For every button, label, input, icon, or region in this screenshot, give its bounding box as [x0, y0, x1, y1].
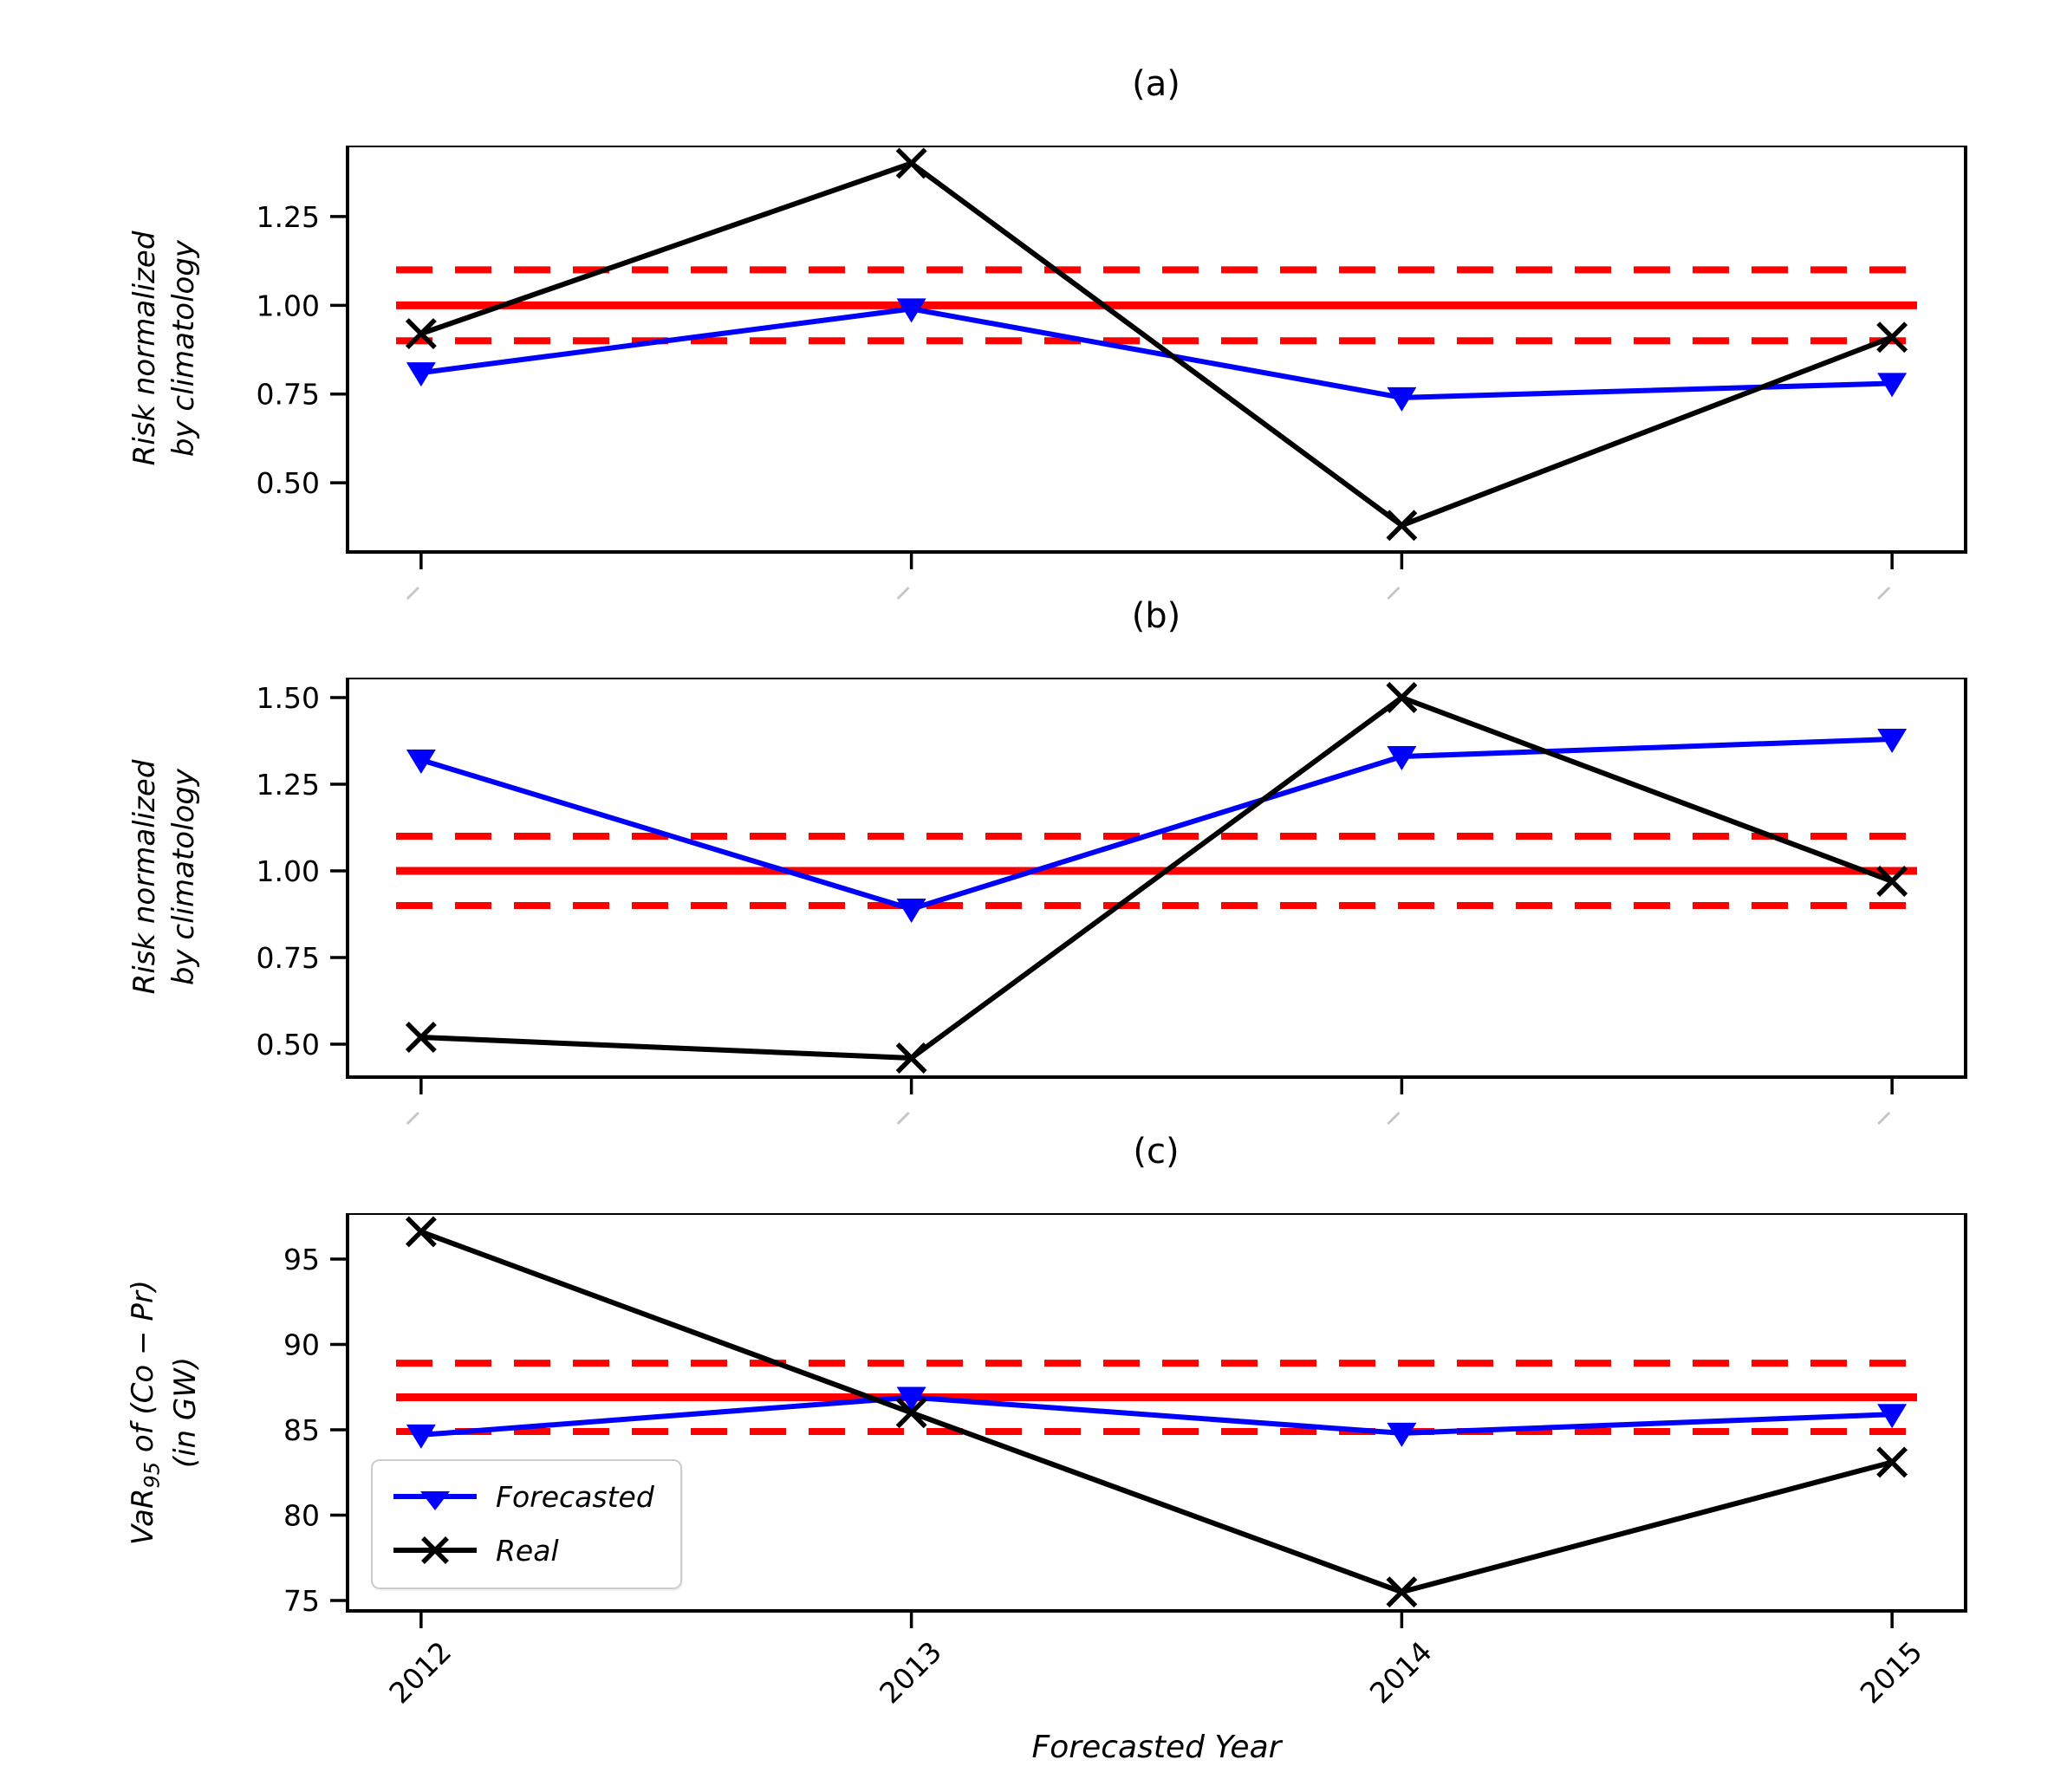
y-tick-label: 80 [283, 1498, 320, 1532]
y-tick-label: 1.00 [257, 854, 320, 888]
y-tick-label: 0.75 [257, 378, 320, 412]
clipped-x-tick-label-mark [1387, 586, 1401, 601]
y-tick-label: 90 [283, 1328, 320, 1361]
clipped-x-tick-label-mark [1877, 586, 1891, 601]
marker-real [1386, 682, 1418, 713]
series-line-forecasted [419, 737, 1893, 912]
marker-forecasted [896, 899, 926, 923]
marker-forecasted [1387, 746, 1417, 770]
marker-real [895, 1042, 927, 1074]
marker-real [1876, 321, 1908, 354]
marker-real [1876, 1446, 1908, 1478]
legend-label: Real [496, 1533, 559, 1568]
y-tick-label: 1.25 [257, 768, 320, 802]
marker-forecasted [1877, 1404, 1908, 1429]
x-tick-label: 2015 [1854, 1634, 1929, 1710]
marker-real [895, 1397, 927, 1429]
series-line-real [419, 160, 1894, 529]
marker-real [1386, 1576, 1418, 1608]
marker-real [895, 147, 927, 179]
y-tick-label: 0.50 [257, 466, 320, 500]
panel-c-plot-area: 95 90 85 80 75 2012 2013 2014 2015 [283, 1213, 1967, 1710]
panel-a-title: (a) [1132, 64, 1180, 104]
series-line-real [419, 1229, 1893, 1595]
series-line-forecasted [420, 1394, 1893, 1438]
marker-forecasted [896, 1386, 926, 1412]
marker-real [405, 318, 437, 350]
y-tick-label: 85 [283, 1413, 320, 1447]
marker-forecasted [1877, 373, 1908, 398]
legend-item-real: Real [392, 1532, 654, 1568]
marker-forecasted [896, 298, 926, 323]
legend-item-forecasted: Forecasted [392, 1478, 654, 1515]
marker-forecasted [406, 750, 436, 774]
x-tick-label: 2013 [873, 1634, 948, 1710]
marker-forecasted [1387, 1422, 1417, 1447]
marker-real [405, 1022, 437, 1053]
axes-spines [346, 678, 1967, 1079]
clipped-x-tick-label-mark [896, 586, 910, 601]
real-line-marker-icon [393, 1536, 477, 1564]
marker-forecasted [406, 362, 436, 387]
forecasted-line-marker-icon [393, 1491, 477, 1510]
y-tick-label: 1.50 [257, 681, 320, 715]
x-axis-label: Forecasted Year [1031, 1730, 1282, 1765]
panel-a-plot-area: 1.25 1.00 0.75 0.50 [257, 146, 1967, 601]
legend: Forecasted Real [371, 1459, 682, 1589]
y-tick-label: 1.00 [257, 289, 320, 322]
clipped-x-tick-label-mark [896, 1111, 910, 1126]
panel-c-title: (c) [1133, 1132, 1180, 1172]
marker-forecasted [1877, 729, 1908, 753]
clipped-x-tick-label-mark [406, 1111, 419, 1126]
marker-real [1386, 510, 1418, 542]
marker-real [405, 1216, 437, 1248]
y-tick-label: 0.50 [257, 1028, 320, 1062]
x-tick-label: 2014 [1363, 1634, 1439, 1710]
marker-forecasted [406, 1424, 436, 1449]
y-tick-label: 1.25 [257, 200, 320, 234]
axes-spines [346, 146, 1967, 554]
y-tick-label: 0.75 [257, 941, 320, 975]
legend-label: Forecasted [496, 1479, 654, 1514]
y-tick-label: 95 [283, 1243, 320, 1276]
panel-b-plot-area: 1.50 1.25 1.00 0.75 0.50 [257, 678, 1967, 1126]
axes-spines [346, 1213, 1967, 1613]
clipped-x-tick-label-mark [1387, 1111, 1401, 1126]
clipped-x-tick-label-mark [406, 586, 419, 601]
panel-b-title: (b) [1131, 596, 1181, 636]
series-line-real [420, 695, 1894, 1061]
clipped-x-tick-label-mark [1877, 1111, 1891, 1126]
marker-real [1876, 866, 1908, 897]
marker-forecasted [1387, 386, 1417, 412]
x-tick-label: 2012 [382, 1634, 458, 1710]
y-tick-label: 75 [283, 1584, 320, 1618]
series-line-forecasted [420, 306, 1893, 400]
